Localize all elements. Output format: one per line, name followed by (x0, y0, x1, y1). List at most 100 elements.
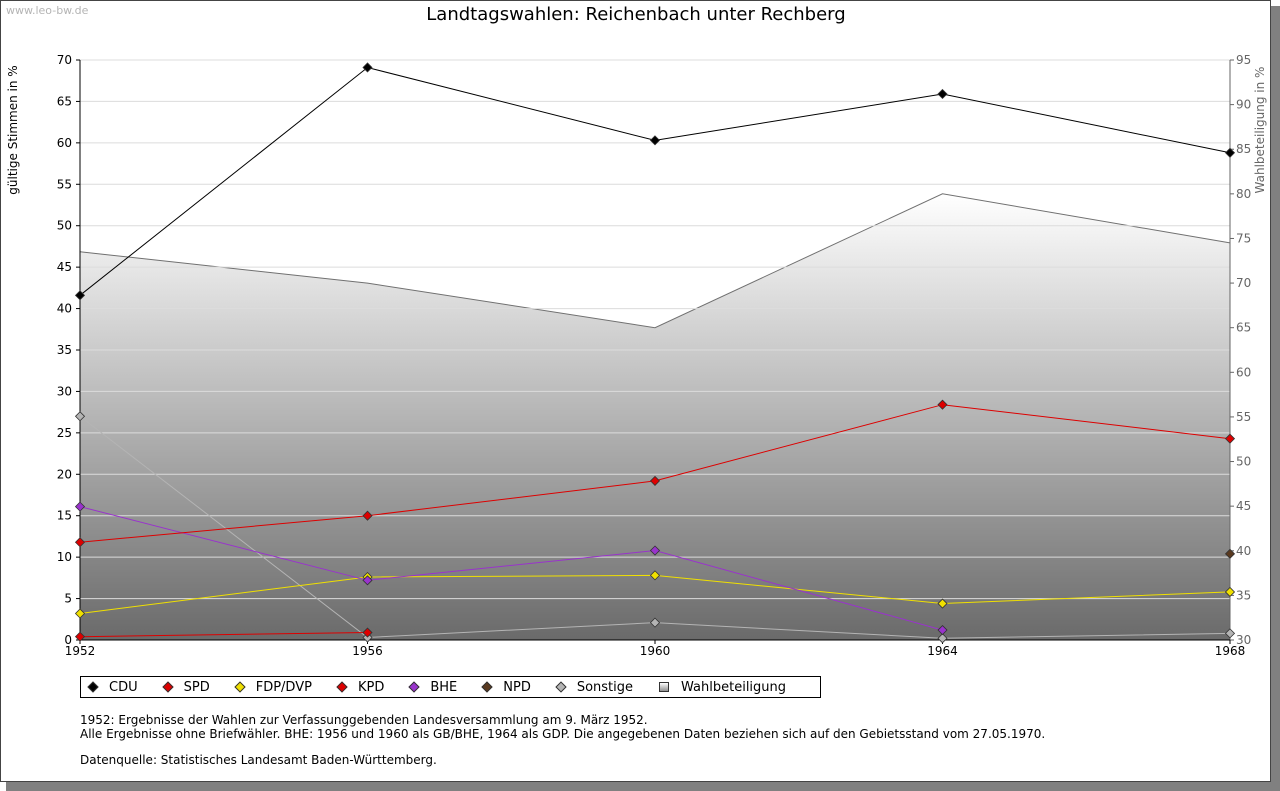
legend-diamond-marker (87, 681, 99, 693)
legend-item: SPD (161, 679, 210, 695)
gridlines (80, 59, 1230, 600)
y-tick-label-right: 50 (1236, 455, 1251, 469)
legend-diamond-marker (408, 681, 420, 693)
x-tick-label: 1968 (1215, 644, 1246, 658)
legend-item: CDU (87, 679, 138, 695)
legend-label: Sonstige (576, 679, 634, 695)
y-tick-label-right: 70 (1236, 276, 1251, 290)
y-tick-label-left: 25 (57, 426, 72, 440)
y-tick-label-left: 55 (57, 177, 72, 191)
data-point-cdu (1224, 147, 1236, 158)
data-point-cdu (649, 135, 661, 146)
data-point-kpd (74, 631, 86, 642)
data-point-bhe (362, 575, 373, 586)
y-tick-label-left: 10 (57, 550, 72, 564)
turnout-area-fill (80, 193, 1230, 641)
note-line-1: 1952: Ergebnisse der Wahlen zur Verfassu… (80, 713, 648, 727)
data-point-bhe (649, 545, 661, 556)
y-tick-label-left: 5 (64, 592, 72, 606)
data-point-cdu (937, 88, 948, 100)
x-tick-label: 1960 (640, 644, 671, 658)
series-lines (74, 62, 1236, 644)
legend-label: SPD (183, 679, 210, 695)
frame-shadow-bottom (6, 782, 1280, 791)
y-tick-label-right: 45 (1236, 499, 1251, 513)
data-point-spd (1224, 433, 1236, 444)
y-tick-label-right: 95 (1236, 53, 1251, 67)
chart-title: Landtagswahlen: Reichenbach unter Rechbe… (426, 4, 846, 25)
legend: CDU SPD FDP/DVP KPD BHE NPD Sonstige Wahlbeteil… (80, 676, 821, 698)
legend-square-marker (659, 682, 670, 692)
watermark: www.leo-bw.de (6, 4, 89, 17)
y-tick-label-left: 0 (64, 633, 72, 647)
data-point-fdp-dvp (1224, 586, 1236, 598)
data-point-cdu (362, 62, 373, 73)
data-point-spd (362, 510, 373, 521)
legend-item: NPD (481, 679, 531, 695)
y-tick-label-left: 45 (57, 260, 72, 274)
tick-labels: 0 5 10 15 20 25 30 35 40 45 50 55 60 65 70 30 35 40 45 50 55… (57, 53, 1252, 658)
data-point-sonstige (1224, 628, 1236, 639)
y-tick-label-right: 80 (1236, 187, 1251, 201)
x-tick-label: 1952 (65, 644, 96, 658)
data-point-npd (1224, 548, 1236, 559)
turnout-area (79, 193, 1231, 641)
series-line-bhe (79, 506, 943, 631)
y-tick-label-right: 35 (1236, 588, 1251, 602)
y-tick-label-left: 70 (57, 53, 72, 67)
legend-item: Wahlbeteiligung (659, 680, 786, 695)
legend-item: Sonstige (555, 679, 634, 695)
y-tick-label-right: 60 (1236, 365, 1251, 379)
y-tick-label-right: 40 (1236, 544, 1251, 558)
legend-label: BHE (430, 679, 458, 695)
y-tick-label-right: 65 (1236, 321, 1251, 335)
data-point-cdu (74, 290, 86, 301)
legend-label: NPD (503, 679, 531, 695)
data-point-fdp-dvp (937, 598, 948, 609)
legend-diamond-marker (161, 681, 174, 693)
data-point-bhe (74, 501, 86, 512)
x-tick-label: 1956 (352, 644, 383, 658)
legend-label: CDU (109, 679, 138, 695)
x-tick-label: 1964 (927, 644, 958, 658)
y-tick-label-left: 30 (57, 384, 72, 398)
data-point-sonstige (649, 617, 661, 628)
data-point-sonstige (74, 411, 86, 422)
legend-label: FDP/DVP (255, 679, 312, 695)
data-point-spd (649, 475, 661, 486)
notes: 1952: Ergebnisse der Wahlen zur Verfassu… (80, 713, 1045, 767)
legend-diamond-marker (336, 681, 348, 693)
y-tick-label-left: 50 (57, 219, 72, 233)
y-tick-label-left: 15 (57, 509, 72, 523)
y-tick-label-right: 90 (1236, 98, 1251, 112)
y-tick-label-right: 75 (1236, 231, 1251, 245)
y-tick-label-right: 85 (1236, 142, 1251, 156)
y-tick-label-right: 55 (1236, 410, 1251, 424)
data-point-fdp-dvp (74, 608, 86, 619)
y-tick-label-left: 40 (57, 302, 72, 316)
legend-diamond-marker (481, 681, 493, 693)
legend-diamond-marker (555, 681, 567, 693)
data-point-bhe (937, 624, 948, 636)
y-tick-label-left: 20 (57, 467, 72, 481)
data-point-spd (937, 399, 948, 410)
legend-item: BHE (408, 679, 458, 695)
legend-item: KPD (336, 679, 385, 695)
y-tick-label-left: 65 (57, 94, 72, 108)
legend-label: KPD (357, 679, 385, 695)
legend-label: Wahlbeteiligung (681, 679, 787, 695)
y-tick-label-left: 35 (57, 343, 72, 357)
data-point-sonstige (937, 633, 948, 644)
series-line-kpd (79, 632, 368, 638)
frame-shadow-right (1271, 6, 1280, 791)
note-line-2: Alle Ergebnisse ohne Briefwähler. BHE: 1… (80, 727, 1046, 741)
data-point-kpd (362, 627, 373, 638)
turnout-area-line (79, 193, 1231, 329)
y-tick-label-right: 30 (1236, 633, 1251, 647)
legend-item: FDP/DVP (234, 679, 312, 695)
y-tick-label-left: 60 (57, 136, 72, 150)
legend-diamond-marker (234, 681, 246, 693)
data-point-spd (74, 537, 86, 548)
data-point-fdp-dvp (649, 570, 661, 581)
